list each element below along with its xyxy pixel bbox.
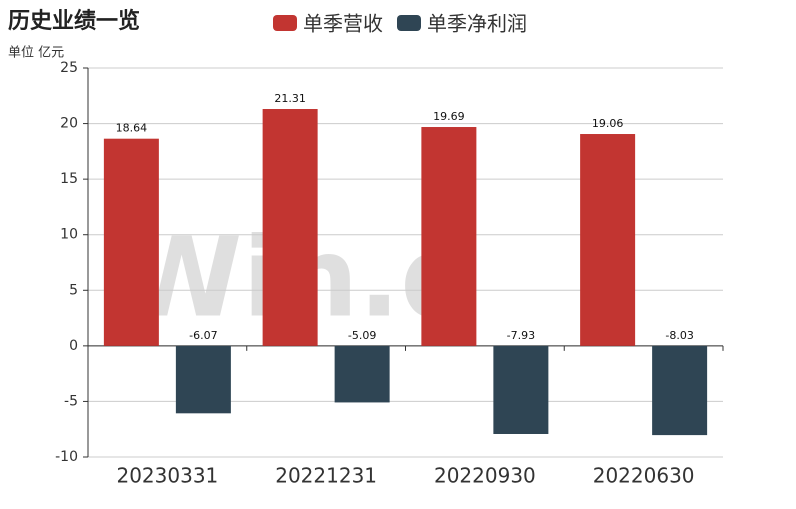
value-label: 19.06: [592, 117, 624, 130]
value-label: 21.31: [274, 92, 306, 105]
value-label: 19.69: [433, 110, 465, 123]
bar: [175, 345, 231, 414]
value-label: -8.03: [665, 329, 693, 342]
chart-title: 历史业绩一览: [8, 8, 140, 34]
x-tick-label: 20220930: [434, 464, 536, 488]
bar: [334, 345, 390, 403]
legend-swatch: [273, 15, 297, 31]
bar: [262, 109, 318, 346]
legend-swatch: [397, 15, 421, 31]
legend-label: 单季营收: [303, 12, 383, 36]
y-tick-label: -10: [55, 449, 78, 465]
bar: [493, 345, 549, 434]
x-tick-label: 20220630: [593, 464, 695, 488]
bar: [421, 127, 477, 346]
value-label: 18.64: [116, 122, 148, 135]
legend-label: 单季净利润: [427, 12, 527, 36]
y-tick-label: 10: [60, 227, 78, 243]
x-tick-label: 20221231: [275, 464, 377, 488]
y-tick-label: 15: [60, 171, 78, 187]
bar: [103, 138, 159, 346]
value-label: -5.09: [348, 329, 376, 342]
x-tick-label: 20230331: [116, 464, 218, 488]
y-tick-label: 0: [69, 338, 78, 354]
bar: [652, 345, 708, 436]
y-tick-label: 5: [69, 282, 78, 298]
value-label: -7.93: [507, 329, 535, 342]
y-tick-label: 20: [60, 116, 78, 132]
unit-label: 单位 亿元: [8, 46, 64, 61]
y-tick-label: 25: [60, 60, 78, 76]
value-label: -6.07: [189, 329, 217, 342]
bar: [580, 134, 636, 346]
y-tick-label: -5: [64, 393, 78, 409]
